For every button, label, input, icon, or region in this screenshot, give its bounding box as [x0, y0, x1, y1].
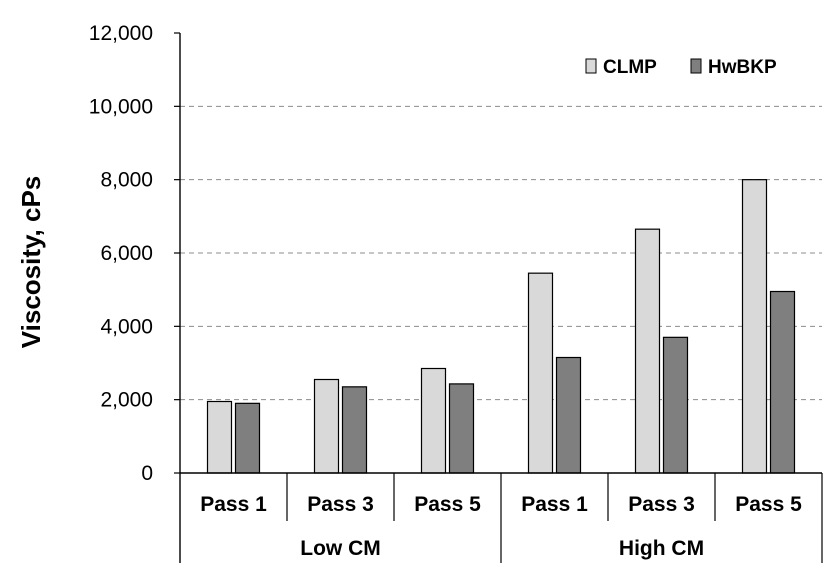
bar-hwbkp-1: [341, 386, 368, 474]
legend: CLMP HwBKP: [585, 57, 777, 78]
bar-clmp-0: [206, 400, 233, 474]
bars: [206, 179, 796, 474]
x-group-label: High CM: [619, 537, 704, 560]
y-tick-label: 2,000: [100, 389, 153, 412]
y-tick-labels: 0 2,000 4,000 6,000 8,000 10,000 12,000: [89, 22, 180, 485]
y-tick-label: 6,000: [100, 242, 153, 265]
x-category-labels: Pass 1 Pass 3 Pass 5 Pass 1 Pass 3 Pass 5: [200, 493, 802, 516]
x-category-label: Pass 1: [200, 493, 267, 516]
legend-label-hwbkp: HwBKP: [708, 57, 777, 78]
axes: [179, 33, 823, 563]
x-category-label: Pass 5: [414, 493, 481, 516]
x-category-label: Pass 3: [628, 493, 695, 516]
bar-clmp-2: [420, 367, 447, 474]
x-category-label: Pass 1: [521, 493, 588, 516]
bar-clmp-5: [741, 179, 768, 474]
bar-clmp-1: [313, 378, 340, 474]
bar-hwbkp-3: [555, 356, 582, 474]
bar-hwbkp-4: [662, 336, 689, 474]
y-tick-label: 12,000: [89, 22, 153, 45]
y-tick-label: 10,000: [89, 95, 153, 118]
legend-swatch-hwbkp: [690, 58, 702, 74]
x-group-label: Low CM: [300, 537, 380, 560]
legend-label-clmp: CLMP: [603, 57, 657, 78]
bar-clmp-4: [634, 228, 661, 474]
x-category-label: Pass 3: [307, 493, 374, 516]
y-tick-label: 8,000: [100, 169, 153, 192]
gridlines: [180, 105, 822, 401]
bar-clmp-3: [527, 272, 554, 474]
x-group-labels: Low CM High CM: [300, 537, 704, 560]
y-axis-title: Viscosity, cPs: [16, 176, 46, 348]
bar-hwbkp-2: [448, 383, 475, 474]
bar-hwbkp-0: [234, 402, 261, 474]
bar-hwbkp-5: [769, 290, 796, 474]
y-tick-label: 4,000: [100, 315, 153, 338]
x-category-label: Pass 5: [735, 493, 802, 516]
y-tick-label: 0: [141, 462, 153, 485]
legend-swatch-clmp: [585, 58, 597, 74]
